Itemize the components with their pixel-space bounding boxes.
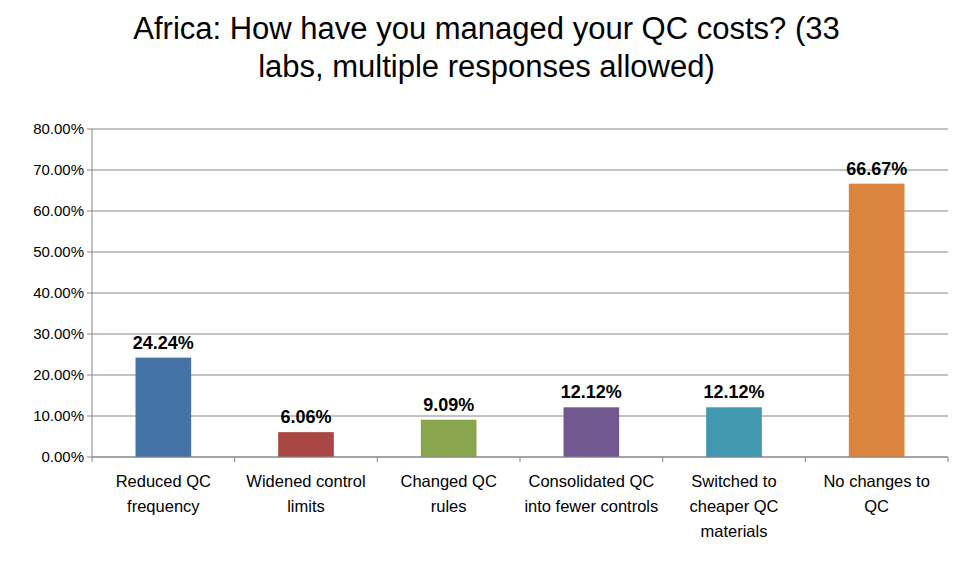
y-tick xyxy=(87,170,92,171)
bar xyxy=(136,358,192,457)
x-tick xyxy=(92,457,93,462)
x-tick-label: Reduced QC frequency xyxy=(96,469,231,519)
grid-line xyxy=(92,211,948,212)
bar xyxy=(421,420,477,457)
y-tick xyxy=(87,375,92,376)
data-label: 12.12% xyxy=(703,382,764,402)
bar xyxy=(849,184,905,457)
grid-line xyxy=(92,375,948,376)
grid-line xyxy=(92,129,948,130)
data-label: 66.67% xyxy=(846,159,907,179)
y-tick-label: 20.00% xyxy=(33,366,84,383)
y-tick xyxy=(87,293,92,294)
data-label: 9.09% xyxy=(423,395,474,415)
grid-line xyxy=(92,334,948,335)
data-label: 12.12% xyxy=(561,382,622,402)
y-tick-label: 70.00% xyxy=(33,161,84,178)
y-tick xyxy=(87,252,92,253)
bar xyxy=(564,407,620,457)
x-tick-label: Consolidated QC into fewer controls xyxy=(524,469,659,519)
grid-line xyxy=(92,416,948,417)
chart-root: 0.00% 10.00% 20.00% 30.00% 40.00% 50.00% 60.00… xyxy=(0,0,973,561)
x-tick xyxy=(520,457,521,462)
grid-line xyxy=(92,170,948,171)
x-tick xyxy=(948,457,949,462)
grid-line xyxy=(92,293,948,294)
y-tick xyxy=(87,457,92,458)
x-tick-label: Changed QC rules xyxy=(381,469,516,519)
y-tick xyxy=(87,211,92,212)
bar xyxy=(278,432,334,457)
x-tick-label: No changes to QC xyxy=(809,469,944,519)
chart-title: Africa: How have you managed your QC cos… xyxy=(117,10,857,86)
y-tick-label: 40.00% xyxy=(33,284,84,301)
y-tick xyxy=(87,334,92,335)
y-tick-label: 50.00% xyxy=(33,243,84,260)
data-label: 24.24% xyxy=(133,333,194,353)
y-tick-label: 10.00% xyxy=(33,407,84,424)
y-tick-label: 30.00% xyxy=(33,325,84,342)
bar xyxy=(706,407,762,457)
x-tick xyxy=(234,457,235,462)
y-tick xyxy=(87,129,92,130)
y-tick-label: 60.00% xyxy=(33,202,84,219)
grid: 0.00% 10.00% 20.00% 30.00% 40.00% 50.00% 60.00… xyxy=(33,120,948,465)
x-tick xyxy=(805,457,806,462)
y-axis xyxy=(92,129,93,457)
data-label: 6.06% xyxy=(280,407,331,427)
x-tick xyxy=(662,457,663,462)
x-tick-label: Widened control limits xyxy=(239,469,374,519)
x-tick xyxy=(377,457,378,462)
x-tick-label: Switched to cheaper QC materials xyxy=(667,469,802,544)
bars xyxy=(136,184,905,457)
data-labels: 24.24% 6.06% 9.09% 12.12% 12.12% 66.67% xyxy=(133,159,907,428)
y-tick xyxy=(87,416,92,417)
grid-line xyxy=(92,252,948,253)
y-tick-label: 80.00% xyxy=(33,120,84,137)
y-tick-label: 0.00% xyxy=(41,448,84,465)
